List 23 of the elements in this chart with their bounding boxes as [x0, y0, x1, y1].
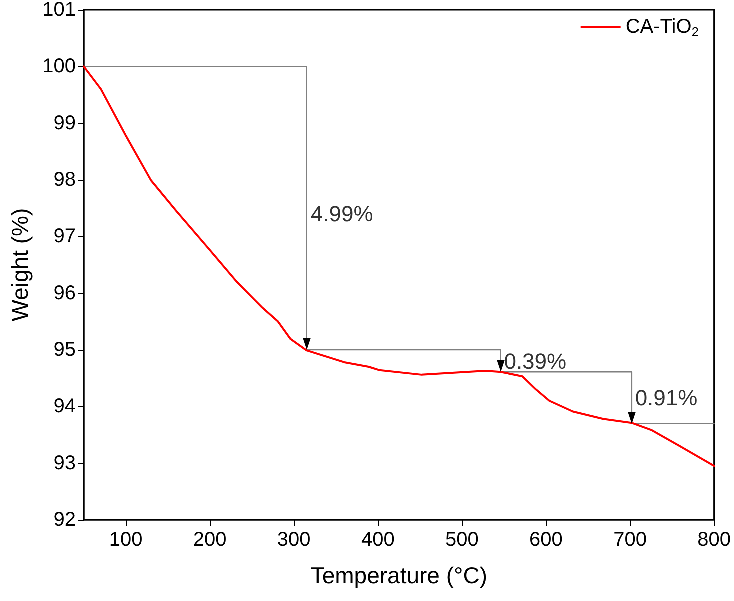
annotation: 4.99% — [310, 202, 374, 226]
x-tick-label: 700 — [614, 529, 647, 551]
y-tick-label: 97 — [54, 226, 76, 248]
y-tick-label: 92 — [54, 509, 76, 531]
y-tick-label: 99 — [54, 112, 76, 134]
x-tick-label: 100 — [109, 529, 143, 551]
y-tick-label: 95 — [54, 339, 76, 361]
y-tick-label: 96 — [54, 282, 76, 304]
y-axis-title: Weight (%) — [7, 208, 34, 322]
x-tick-label: 300 — [277, 529, 311, 551]
x-tick-label: 800 — [698, 529, 732, 551]
x-axis-title: Temperature (°C) — [310, 562, 488, 588]
y-tick-label: 101 — [42, 0, 76, 21]
annotation: 0.91% — [635, 386, 698, 411]
annotation: 0.39% — [504, 348, 567, 374]
x-tick-label: 600 — [530, 529, 563, 551]
y-tick-label: 93 — [54, 452, 76, 474]
y-tick-label: 100 — [42, 56, 76, 78]
x-tick-label: 200 — [193, 529, 227, 551]
y-tick-label: 98 — [54, 169, 76, 191]
x-tick-label: 500 — [446, 529, 479, 551]
x-tick-label: 400 — [361, 529, 395, 551]
y-tick-label: 94 — [54, 396, 76, 418]
